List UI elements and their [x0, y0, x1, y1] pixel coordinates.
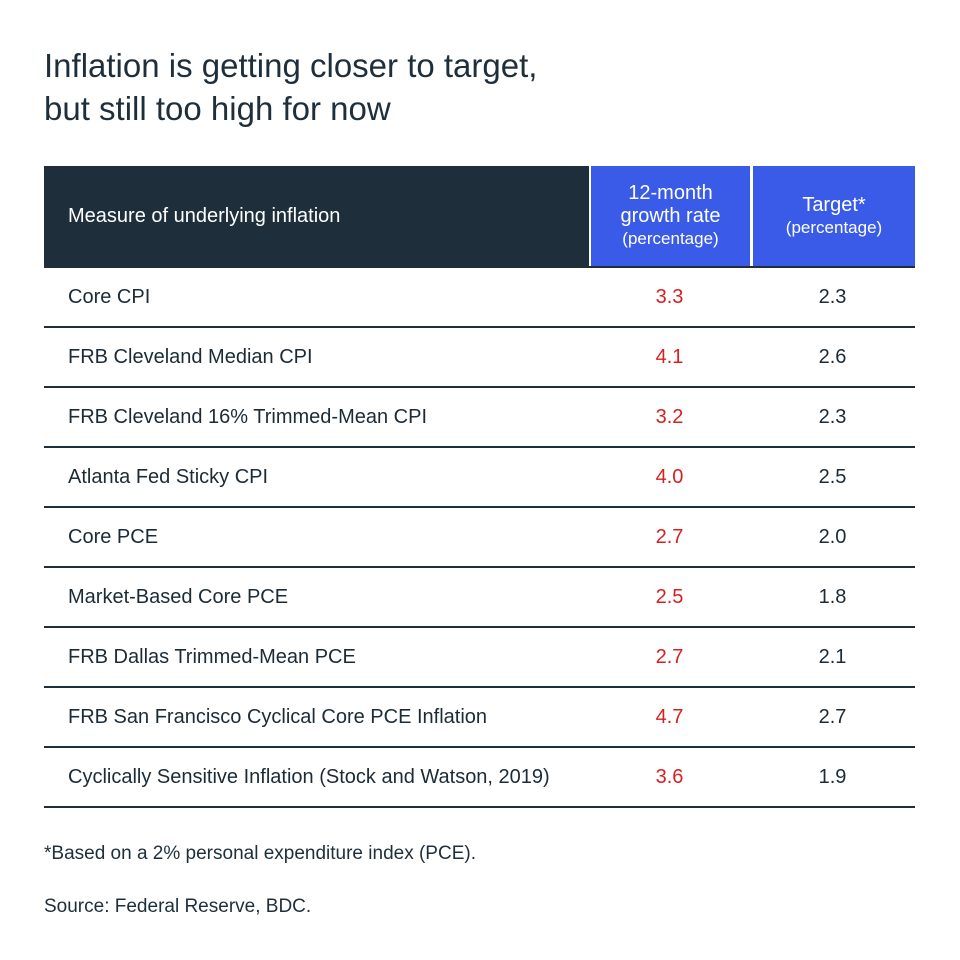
table-row: Core CPI 3.3 2.3 — [44, 268, 915, 328]
target-cell: 2.0 — [818, 525, 847, 548]
header-target-sub: (percentage) — [785, 217, 883, 237]
growth-cell: 3.3 — [655, 285, 684, 308]
target-cell: 2.6 — [818, 345, 847, 368]
table-header: Measure of underlying inflation 12-month… — [44, 166, 915, 268]
target-cell: 1.8 — [818, 585, 847, 608]
growth-cell: 4.7 — [655, 705, 684, 728]
table-row: FRB Cleveland 16% Trimmed-Mean CPI 3.2 2.3 — [44, 388, 915, 448]
inflation-table: Measure of underlying inflation 12-month… — [44, 166, 915, 808]
growth-cell: 3.2 — [655, 405, 684, 428]
table-row: Market-Based Core PCE 2.5 1.8 — [44, 568, 915, 628]
measure-cell: FRB Cleveland Median CPI — [68, 345, 313, 368]
growth-cell: 2.5 — [655, 585, 684, 608]
target-cell: 1.9 — [818, 765, 847, 788]
measure-cell: Cyclically Sensitive Inflation (Stock an… — [68, 765, 550, 788]
table-row: FRB Dallas Trimmed-Mean PCE 2.7 2.1 — [44, 628, 915, 688]
measure-cell: Market-Based Core PCE — [68, 585, 289, 608]
measure-cell: FRB San Francisco Cyclical Core PCE Infl… — [68, 705, 488, 728]
target-cell: 2.3 — [818, 405, 847, 428]
measure-cell: FRB Cleveland 16% Trimmed-Mean CPI — [68, 405, 428, 428]
title-line-1: Inflation is getting closer to target, — [44, 47, 538, 84]
table-row: Cyclically Sensitive Inflation (Stock an… — [44, 748, 915, 808]
table-row: FRB San Francisco Cyclical Core PCE Infl… — [44, 688, 915, 748]
growth-cell: 4.1 — [655, 345, 684, 368]
header-target: Target* (percentage) — [753, 166, 915, 266]
measure-cell: FRB Dallas Trimmed-Mean PCE — [68, 645, 356, 668]
header-growth-line-1: 12-month — [628, 182, 713, 204]
target-cell: 2.5 — [818, 465, 847, 488]
target-cell: 2.1 — [818, 645, 847, 668]
title-line-2: but still too high for now — [44, 90, 391, 127]
header-growth-line-2: growth rate — [620, 205, 721, 227]
growth-cell: 4.0 — [655, 465, 684, 488]
footnote: *Based on a 2% personal expenditure inde… — [44, 843, 476, 864]
header-target-line-1: Target* — [802, 193, 866, 216]
growth-cell: 2.7 — [655, 645, 684, 668]
table-row: Core PCE 2.7 2.0 — [44, 508, 915, 568]
chart-title: Inflation is getting closer to target, b… — [44, 44, 537, 130]
source-note: Source: Federal Reserve, BDC. — [44, 896, 312, 917]
target-cell: 2.3 — [818, 285, 847, 308]
header-growth-sub: (percentage) — [622, 229, 719, 248]
header-measure: Measure of underlying inflation — [44, 166, 589, 266]
measure-cell: Core PCE — [68, 525, 159, 548]
measure-cell: Core CPI — [68, 285, 151, 308]
header-growth: 12-month growth rate (percentage) — [591, 166, 750, 266]
table-row: Atlanta Fed Sticky CPI 4.0 2.5 — [44, 448, 915, 508]
table-body: Core CPI 3.3 2.3 FRB Cleveland Median CPI 4.… — [44, 268, 915, 808]
growth-cell: 3.6 — [655, 765, 684, 788]
growth-cell: 2.7 — [655, 525, 684, 548]
table-row: FRB Cleveland Median CPI 4.1 2.6 — [44, 328, 915, 388]
target-cell: 2.7 — [818, 705, 847, 728]
measure-cell: Atlanta Fed Sticky CPI — [68, 465, 269, 488]
